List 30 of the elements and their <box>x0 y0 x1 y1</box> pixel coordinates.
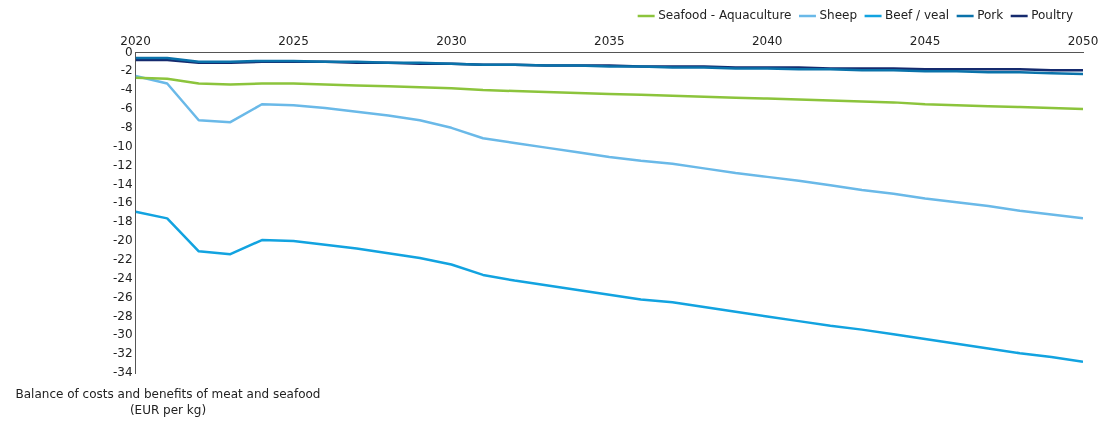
y-tick-label: -22 <box>112 251 133 266</box>
y-tick-label: -20 <box>112 233 133 248</box>
legend-label: Pork <box>977 8 1004 23</box>
y-tick-label: -10 <box>112 138 133 153</box>
y-tick-label: -14 <box>112 176 133 191</box>
y-tick-label: -16 <box>112 195 133 210</box>
legend-label: Poultry <box>1031 8 1074 23</box>
y-tick-label: -8 <box>120 119 133 134</box>
y-axis-title: Balance of costs and benefits of meat and seafood (EUR per kg) <box>14 386 322 418</box>
y-tick-label: 0 <box>124 44 133 59</box>
y-tick-label: -28 <box>112 308 133 323</box>
x-tick-label: 2045 <box>909 34 941 49</box>
legend-label: Beef / veal <box>885 8 950 23</box>
y-tick-label: -12 <box>112 157 133 172</box>
legend-label: Seafood - Aquaculture <box>658 8 792 23</box>
y-tick-label: -4 <box>120 82 133 97</box>
y-tick-label: -26 <box>112 289 133 304</box>
y-tick-label: -30 <box>112 327 133 342</box>
x-tick-label: 2030 <box>436 34 467 49</box>
y-tick-label: -2 <box>120 63 133 78</box>
x-tick-label: 2050 <box>1067 34 1099 49</box>
y-tick-label: -24 <box>112 270 133 285</box>
y-tick-label: -6 <box>120 101 133 116</box>
legend-label: Sheep <box>819 8 858 23</box>
x-tick-label: 2035 <box>594 34 625 49</box>
y-tick-label: -18 <box>112 214 133 229</box>
x-tick-label: 2040 <box>751 34 783 49</box>
x-tick-label: 2025 <box>278 34 309 49</box>
y-tick-label: -32 <box>112 346 133 361</box>
y-tick-label: -34 <box>112 365 133 380</box>
